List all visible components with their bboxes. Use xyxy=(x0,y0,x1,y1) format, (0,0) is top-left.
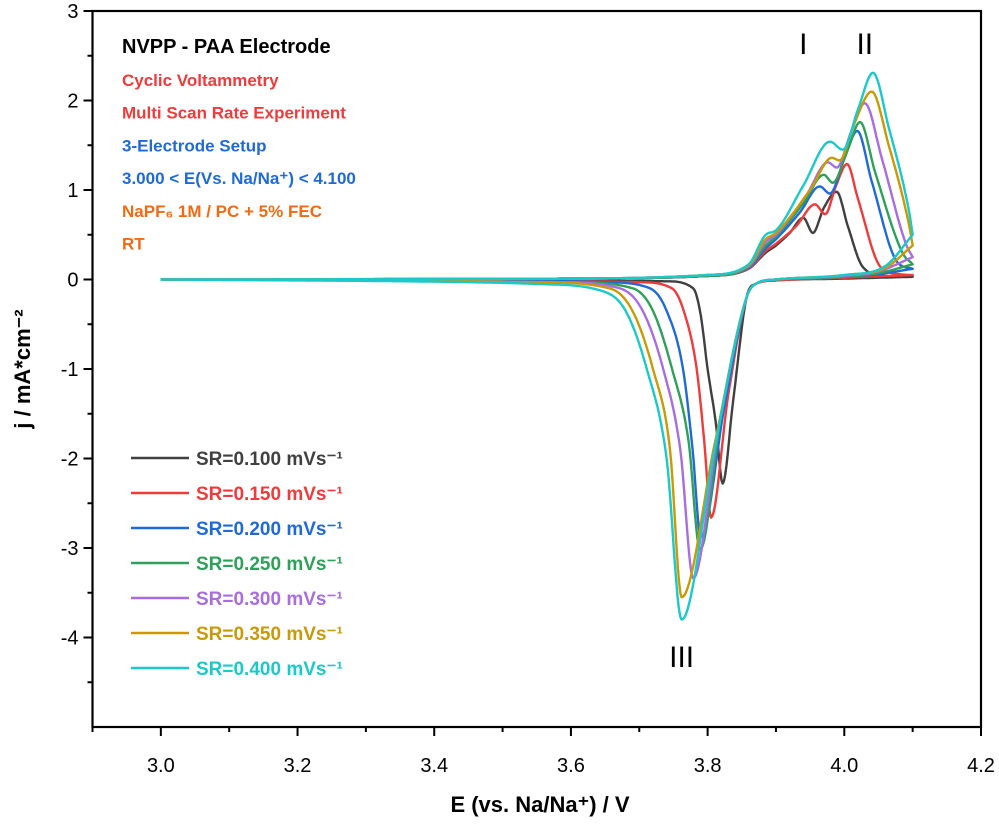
y-tick-label: 0 xyxy=(67,270,78,292)
info-text-block: NVPP - PAA Electrode Cyclic Voltammetry Mu… xyxy=(122,36,356,254)
legend-label-3: SR=0.250 mVs⁻¹ xyxy=(196,554,343,575)
x-tick-label: 4.0 xyxy=(830,755,858,777)
legend-label-6: SR=0.400 mVs⁻¹ xyxy=(196,659,343,680)
info-line-6: RT xyxy=(122,235,145,254)
y-tick-label: -3 xyxy=(61,538,79,560)
legend-label-5: SR=0.350 mVs⁻¹ xyxy=(196,624,343,645)
legend-label-0: SR=0.100 mVs⁻¹ xyxy=(196,449,343,470)
info-line-1: Cyclic Voltammetry xyxy=(122,71,279,90)
peak-label-0: I xyxy=(799,28,807,61)
info-line-5: NaPF₆ 1M / PC + 5% FEC xyxy=(122,202,322,221)
info-line-2: Multi Scan Rate Experiment xyxy=(122,104,346,123)
series-line-0 xyxy=(160,190,914,485)
x-tick-label: 3.0 xyxy=(147,755,175,777)
y-tick-label: -2 xyxy=(61,449,79,471)
x-tick-label: 4.2 xyxy=(967,755,995,777)
info-line-0: NVPP - PAA Electrode xyxy=(122,36,331,58)
axes: 3.0 3.2 3.4 3.6 3.8 4.0 4.2 -4 -3 -2 -1 0 1 2 3 xyxy=(61,1,995,777)
legend-label-1: SR=0.150 mVs⁻¹ xyxy=(196,484,343,505)
info-line-4: 3.000 < E(Vs. Na/Na⁺) < 4.100 xyxy=(122,169,356,188)
legend-label-2: SR=0.200 mVs⁻¹ xyxy=(196,519,343,540)
x-tick-label: 3.4 xyxy=(420,755,448,777)
curves xyxy=(160,71,914,621)
y-tick-label: 1 xyxy=(67,180,78,202)
x-tick-label: 3.6 xyxy=(557,755,585,777)
info-line-3: 3-Electrode Setup xyxy=(122,136,267,155)
x-tick-label: 3.2 xyxy=(284,755,312,777)
series-line-6 xyxy=(160,71,914,621)
y-tick-label: 3 xyxy=(67,1,78,23)
x-axis-title: E (vs. Na/Na⁺) / V xyxy=(450,792,629,817)
legend-label-4: SR=0.300 mVs⁻¹ xyxy=(196,589,343,610)
y-tick-label: 2 xyxy=(67,91,78,113)
legend: SR=0.100 mVs⁻¹ SR=0.150 mVs⁻¹ SR=0.200 mVs… xyxy=(131,449,343,680)
y-axis-title: j / mA*cm⁻² xyxy=(10,309,35,429)
peak-label-2: III xyxy=(669,641,694,674)
y-tick-label: -1 xyxy=(61,359,79,381)
x-tick-label: 3.8 xyxy=(694,755,722,777)
y-tick-label: -4 xyxy=(61,628,79,650)
peak-label-1: II xyxy=(856,28,873,61)
